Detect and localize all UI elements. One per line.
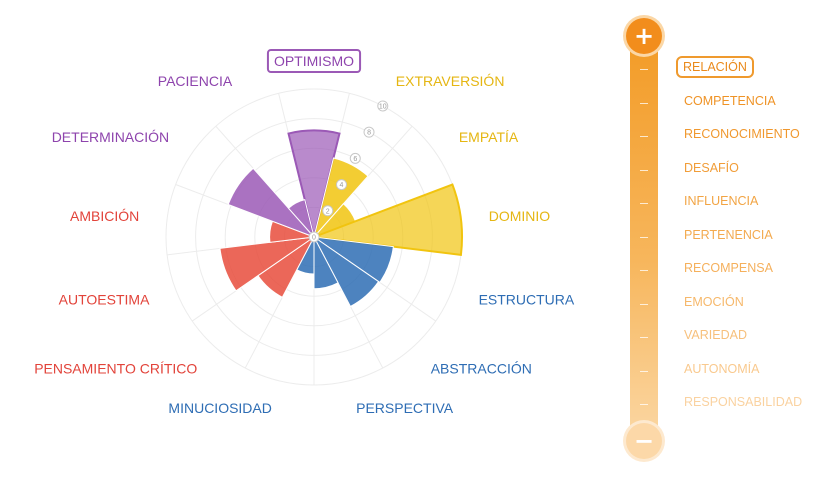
chart-category-labels: OPTIMISMO EXTRAVERSIÓN EMPATÍA DOMINIO ESTRU… bbox=[34, 49, 575, 416]
polar-bar-chart: 2 4 6 8 10 0 OPTIMISMO EXTRAVERSIÓN EMPATÍA DOMI… bbox=[34, 49, 575, 416]
category-label-text: OPTIMISMO bbox=[274, 53, 354, 69]
scale-notch bbox=[640, 102, 648, 104]
radial-tick-marker bbox=[336, 179, 348, 191]
radial-tick-marker bbox=[363, 126, 375, 138]
category-label-text: ESTRUCTURA bbox=[479, 291, 575, 307]
radial-tick-label: 10 bbox=[379, 103, 387, 110]
category-label-text: DOMINIO bbox=[489, 208, 551, 224]
scale-notch bbox=[640, 236, 648, 238]
category-label-text: PERSPECTIVA bbox=[356, 400, 454, 416]
radial-tick-label: 8 bbox=[367, 130, 371, 137]
chart-radial-ticks: 2 4 6 8 10 0 bbox=[308, 100, 389, 243]
minus-button[interactable]: − bbox=[626, 423, 662, 459]
category-label-autoestima[interactable]: AUTOESTIMA bbox=[59, 291, 150, 307]
category-label-dominio[interactable]: DOMINIO bbox=[489, 208, 551, 224]
radial-tick-marker bbox=[349, 152, 361, 164]
relation-item-emoción[interactable]: EMOCIÓN bbox=[684, 294, 744, 309]
selected-label-outline bbox=[266, 49, 362, 73]
radial-tick-marker bbox=[377, 100, 389, 112]
category-label-text: ABSTRACCIÓN bbox=[431, 361, 532, 377]
scale-notch bbox=[640, 370, 648, 372]
relation-item-autonomía[interactable]: AUTONOMÍA bbox=[684, 361, 760, 376]
category-label-text: EXTRAVERSIÓN bbox=[396, 73, 505, 89]
bar-determinación[interactable] bbox=[227, 167, 315, 238]
scale-notch bbox=[640, 169, 648, 171]
scale-notch bbox=[640, 203, 648, 204]
relation-item-desafío[interactable]: DESAFÍO bbox=[684, 160, 739, 175]
radial-tick-marker bbox=[322, 205, 334, 217]
scale-track[interactable] bbox=[630, 26, 658, 452]
category-label-perspectiva[interactable]: PERSPECTIVA bbox=[356, 400, 454, 416]
vertical-scale: + − bbox=[626, 18, 662, 460]
category-label-estructura[interactable]: ESTRUCTURA bbox=[479, 291, 575, 307]
relation-item-influencia[interactable]: INFLUENCIA bbox=[684, 194, 759, 208]
bar-extraversión[interactable] bbox=[313, 157, 369, 238]
bar-dominio[interactable] bbox=[313, 183, 463, 256]
radial-tick-label: 4 bbox=[340, 182, 344, 189]
scale-notch bbox=[640, 136, 648, 137]
category-label-optimismo[interactable]: OPTIMISMO bbox=[266, 49, 362, 73]
category-label-extraversión[interactable]: EXTRAVERSIÓN bbox=[396, 73, 505, 89]
category-label-text: AMBICIÓN bbox=[70, 208, 139, 224]
scale-notch bbox=[640, 303, 648, 305]
bar-perspectiva[interactable] bbox=[313, 236, 339, 290]
scale-notch bbox=[640, 270, 648, 271]
center-marker bbox=[308, 231, 320, 243]
bar-optimismo[interactable] bbox=[287, 129, 341, 238]
scale-notch bbox=[640, 337, 648, 338]
relation-item-recompensa[interactable]: RECOMPENSA bbox=[684, 261, 773, 275]
center-label: 0 bbox=[312, 235, 316, 242]
relation-item-relación[interactable]: RELACIÓN bbox=[676, 56, 754, 78]
relation-item-competencia[interactable]: COMPETENCIA bbox=[684, 93, 776, 108]
category-label-text: DETERMINACIÓN bbox=[52, 129, 169, 145]
scale-notch bbox=[640, 404, 648, 405]
category-label-paciencia[interactable]: PACIENCIA bbox=[158, 73, 233, 89]
relation-item-pertenencia[interactable]: PERTENENCIA bbox=[684, 227, 773, 242]
relation-item-variedad[interactable]: VARIEDAD bbox=[684, 328, 747, 342]
scale-notch bbox=[640, 69, 648, 70]
relation-item-responsabilidad[interactable]: RESPONSABILIDAD bbox=[684, 395, 803, 409]
bar-paciencia[interactable] bbox=[287, 199, 315, 238]
category-label-text: MINUCIOSIDAD bbox=[168, 400, 271, 416]
category-label-abstracción[interactable]: ABSTRACCIÓN bbox=[431, 361, 532, 377]
bar-abstracción[interactable] bbox=[313, 236, 380, 308]
bar-autoestima[interactable] bbox=[219, 236, 315, 292]
radial-tick-label: 2 bbox=[326, 208, 330, 215]
category-label-text: AUTOESTIMA bbox=[59, 291, 150, 307]
category-label-empatía[interactable]: EMPATÍA bbox=[459, 129, 519, 145]
category-label-pensamiento-crítico[interactable]: PENSAMIENTO CRÍTICO bbox=[34, 361, 197, 377]
category-label-text: PACIENCIA bbox=[158, 73, 233, 89]
relation-item-reconocimiento[interactable]: RECONOCIMIENTO bbox=[684, 127, 800, 141]
plus-button[interactable]: + bbox=[626, 18, 662, 54]
category-label-text: PENSAMIENTO CRÍTICO bbox=[34, 361, 197, 377]
category-label-minuciosidad[interactable]: MINUCIOSIDAD bbox=[168, 400, 271, 416]
bar-estructura[interactable] bbox=[313, 236, 394, 284]
chart-bars bbox=[219, 129, 463, 308]
category-label-ambición[interactable]: AMBICIÓN bbox=[70, 208, 139, 224]
radial-tick-label: 6 bbox=[353, 156, 357, 163]
category-label-determinación[interactable]: DETERMINACIÓN bbox=[52, 129, 169, 145]
category-label-text: EMPATÍA bbox=[459, 129, 519, 145]
